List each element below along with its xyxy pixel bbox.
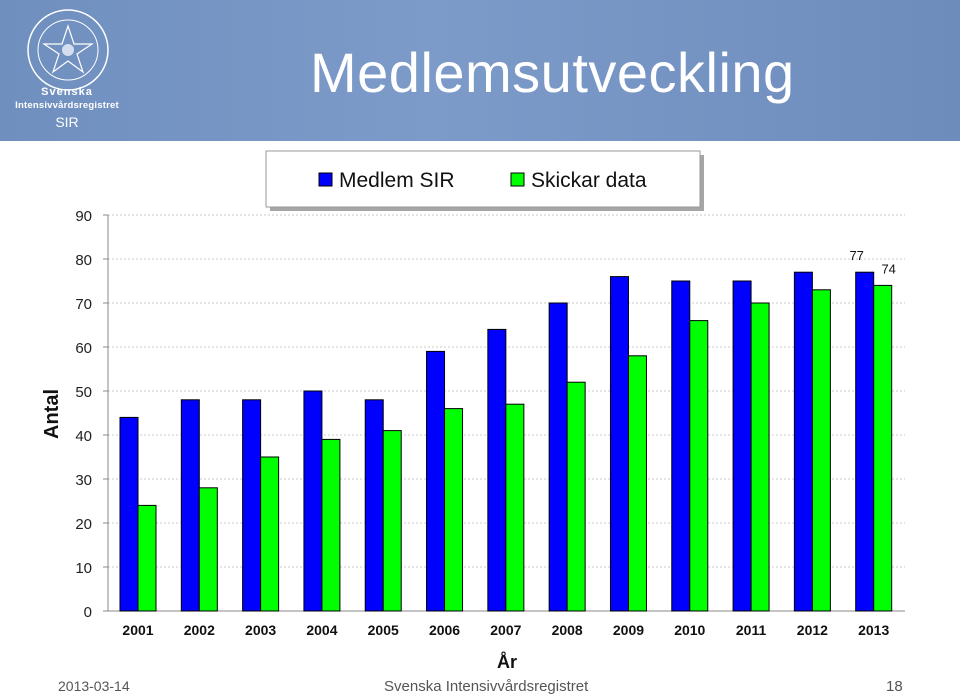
x-tick-label: 2006 [429, 622, 460, 638]
x-tick-label: 2003 [245, 622, 276, 638]
x-tick-label: 2007 [490, 622, 521, 638]
logo-wordmark: Svenska Intensivvårdsregistret SIR [6, 86, 128, 129]
y-tick-label: 80 [75, 252, 92, 269]
bar-medlem-2001 [119, 416, 139, 612]
y-tick-label: 40 [75, 428, 92, 445]
bar-medlem-2006 [426, 350, 446, 612]
logo-line-registry: Intensivvårdsregistret [15, 100, 119, 111]
bar-skickar-2008 [566, 381, 586, 612]
y-tick-label: 90 [75, 208, 92, 225]
bar-medlem-2011 [732, 280, 752, 612]
logo-line-sir: SIR [55, 114, 79, 130]
bar-skickar-2002 [198, 487, 218, 612]
y-tick-label: 50 [75, 384, 92, 401]
axes: 0 10 20 30 40 50 60 70 80 90 2001 2002 2003 2004 2005 2… [41, 208, 905, 672]
bar-skickar-2007 [505, 403, 525, 612]
bar-medlem-2012 [793, 271, 813, 612]
bar-medlem-2009 [609, 276, 629, 612]
bar-skickar-2004 [321, 438, 341, 612]
legend-box [265, 150, 701, 208]
bars [119, 271, 893, 612]
page-title: Medlemsutveckling [310, 41, 795, 104]
logo-line-svenska: Svenska [41, 86, 93, 98]
bar-skickar-2011 [750, 302, 770, 612]
bar-skickar-2006 [444, 408, 464, 612]
legend-label: Medlem SIR [339, 169, 455, 192]
x-tick-label: 2002 [184, 622, 215, 638]
legend-swatch [510, 172, 525, 187]
bar-medlem-2003 [242, 399, 262, 612]
x-axis-title: År [497, 652, 517, 672]
bar-medlem-2010 [671, 280, 691, 612]
bar-medlem-2008 [548, 302, 568, 612]
bar-skickar-2005 [382, 430, 402, 612]
data-label: 74 [881, 261, 895, 276]
bar-skickar-2009 [627, 355, 647, 612]
bar-skickar-2001 [137, 504, 157, 612]
bar-medlem-2013 [855, 271, 875, 612]
bar-skickar-2013 [873, 284, 893, 612]
x-tick-label: 2008 [552, 622, 583, 638]
y-tick-label: 30 [75, 472, 92, 489]
footer-organization: Svenska Intensivvårdsregistret [384, 678, 589, 695]
x-tick-label: 2001 [122, 622, 153, 638]
x-tick-label: 2004 [306, 622, 337, 638]
page-number: 18 [886, 678, 903, 695]
bar-medlem-2004 [303, 390, 323, 612]
bar-chart: 0 10 20 30 40 50 60 70 80 90 2001 2002 2003 2004 2005 2… [41, 150, 905, 672]
legend-label: Skickar data [531, 169, 647, 192]
slide-header: Svenska Intensivvårdsregistret SIR Medle… [0, 0, 960, 141]
bar-medlem-2007 [487, 328, 507, 612]
y-tick-label: 70 [75, 296, 92, 313]
bar-skickar-2003 [260, 456, 280, 612]
legend: Medlem SIR Skickar data [265, 150, 704, 211]
y-tick-label: 0 [84, 604, 92, 621]
labels: 77 74 [849, 248, 895, 276]
y-tick-label: 10 [75, 560, 92, 577]
x-tick-label: 2012 [797, 622, 828, 638]
x-tick-label: 2010 [674, 622, 705, 638]
x-tick-label: 2005 [368, 622, 399, 638]
y-tick-label: 20 [75, 516, 92, 533]
y-tick-label: 60 [75, 340, 92, 357]
grid-lines [108, 214, 905, 568]
y-axis-title: Antal [41, 389, 63, 439]
bar-skickar-2010 [689, 320, 709, 612]
footer-date: 2013-03-14 [58, 678, 130, 694]
bar-medlem-2002 [180, 399, 200, 612]
sir-logo-seal [27, 9, 109, 91]
bar-skickar-2012 [811, 289, 831, 612]
x-tick-label: 2013 [858, 622, 889, 638]
x-tick-label: 2009 [613, 622, 644, 638]
bar-medlem-2005 [364, 399, 384, 612]
x-tick-label: 2011 [736, 622, 767, 638]
legend-swatch [318, 172, 333, 187]
data-label: 77 [849, 248, 863, 263]
